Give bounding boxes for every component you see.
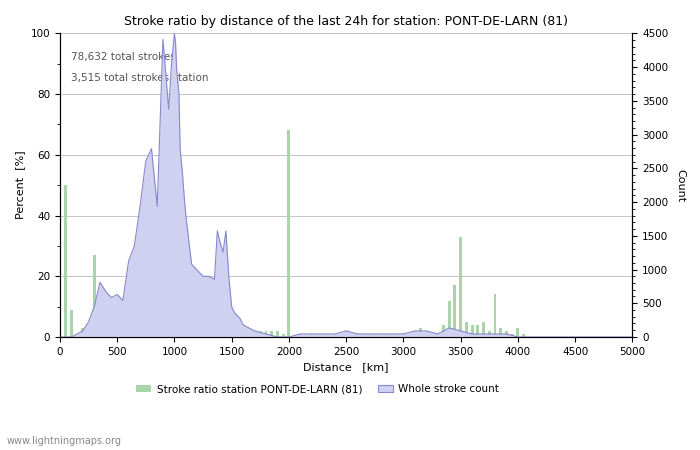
Bar [64,185,67,337]
Bar [448,301,451,337]
Bar [110,301,113,337]
Bar [470,325,473,337]
Bar [414,331,416,337]
Bar [196,319,199,337]
Bar [162,276,164,337]
Bar [127,294,130,337]
Bar [488,331,491,337]
Bar [213,325,216,337]
Bar [270,331,273,337]
Bar [253,331,256,337]
Bar [465,322,468,337]
Bar [339,334,342,337]
Bar [225,310,228,337]
Bar [190,322,193,337]
Bar [70,310,73,337]
Bar [230,319,233,337]
Y-axis label: Count: Count [675,169,685,202]
Bar [133,273,136,337]
Bar [459,237,462,337]
Bar [396,334,399,337]
Bar [368,334,370,337]
Bar [522,334,525,337]
Bar [385,334,388,337]
Bar [207,325,210,337]
Bar [288,130,290,337]
Bar [104,297,107,337]
Bar [202,328,204,337]
Bar [247,331,250,337]
Bar [333,334,336,337]
Bar [373,334,376,337]
Bar [499,328,502,337]
Legend: Stroke ratio station PONT-DE-LARN (81), Whole stroke count: Stroke ratio station PONT-DE-LARN (81), … [132,380,503,399]
Bar [116,306,118,337]
Bar [511,334,514,337]
Bar [259,331,262,337]
Bar [322,334,325,337]
Bar [402,334,405,337]
Bar [505,331,508,337]
Bar [281,334,285,337]
Bar [407,334,410,337]
Y-axis label: Percent  [%]: Percent [%] [15,151,25,220]
Bar [517,328,519,337]
Bar [184,319,188,337]
Bar [454,285,456,337]
Bar [344,331,348,337]
Bar [139,267,141,337]
Bar [173,276,176,337]
Bar [391,334,393,337]
Bar [356,334,359,337]
Bar [150,276,153,337]
Bar [494,294,496,337]
Bar [219,322,222,337]
Bar [265,331,267,337]
Bar [379,334,382,337]
Bar [276,331,279,337]
Bar [430,334,433,337]
Text: 3,515 total strokes station: 3,515 total strokes station [71,73,209,83]
Title: Stroke ratio by distance of the last 24h for station: PONT-DE-LARN (81): Stroke ratio by distance of the last 24h… [124,15,568,28]
Bar [310,334,313,337]
Bar [178,297,181,337]
X-axis label: Distance   [km]: Distance [km] [303,362,389,372]
Bar [328,334,330,337]
Bar [121,310,125,337]
Bar [81,328,84,337]
Bar [236,328,239,337]
Bar [477,325,480,337]
Bar [167,276,170,337]
Bar [144,297,147,337]
Bar [482,322,485,337]
Bar [93,255,96,337]
Bar [316,334,319,337]
Text: www.lightningmaps.org: www.lightningmaps.org [7,436,122,446]
Bar [425,331,428,337]
Bar [362,334,365,337]
Bar [419,328,422,337]
Bar [299,334,302,337]
Text: 78,632 total strokes: 78,632 total strokes [71,52,176,62]
Bar [436,334,439,337]
Bar [241,331,244,337]
Bar [351,334,354,337]
Bar [156,276,159,337]
Bar [442,325,445,337]
